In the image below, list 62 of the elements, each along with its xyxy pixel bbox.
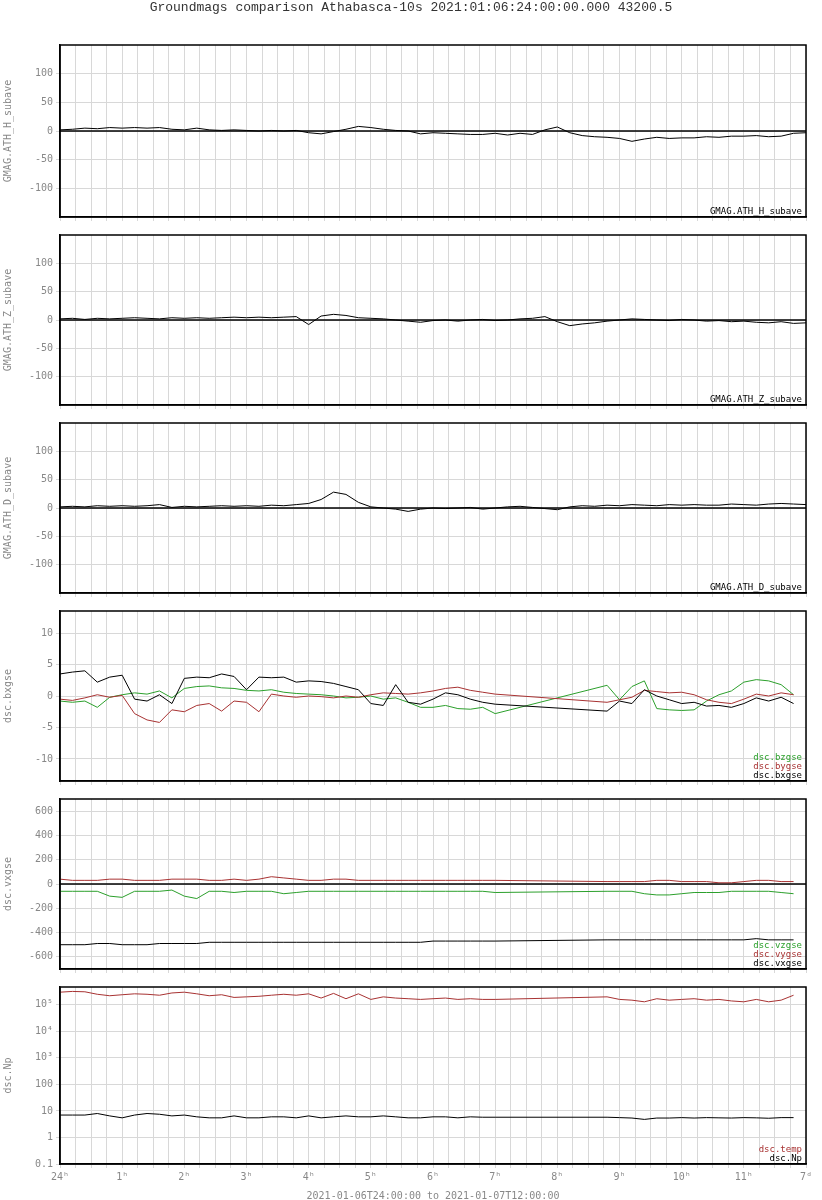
y-axis-title: dsc.Np — [1, 1057, 13, 1094]
text: dsc.vzgse — [753, 939, 802, 950]
y-tick-label: 50 — [40, 95, 53, 107]
y-tick-label: 50 — [40, 285, 53, 297]
chart-title: Groundmags comparison Athabasca-10s 2021:01:06:24:00:00.000 43200.5 — [148, 0, 674, 17]
y-axis-title: GMAG.ATH_D_subave — [1, 456, 14, 560]
text: dsc.Np — [769, 1152, 802, 1163]
text: GMAG.ATH_Z_subave — [709, 393, 802, 404]
y-tick-label: 10⁴ — [34, 1024, 53, 1036]
y-tick-label: 100 — [34, 1078, 53, 1090]
y-tick-label: -50 — [34, 529, 53, 541]
x-tick-label: 3ʰ — [240, 1170, 253, 1182]
y-tick-label: -100 — [28, 181, 53, 193]
x-tick-label: 9ʰ — [613, 1170, 626, 1182]
x-tick-label: 24ʰ — [50, 1170, 70, 1182]
x-tick-label: 7ᵈ — [799, 1170, 813, 1182]
y-tick-label: 100 — [34, 256, 53, 268]
y-tick-label: -400 — [28, 926, 53, 938]
y-axis-title: GMAG.ATH_Z_subave — [1, 268, 14, 372]
y-tick-label: 100 — [34, 444, 53, 456]
text: GMAG.ATH_H_subave — [709, 205, 802, 216]
y-axis-title: GMAG.ATH_H_subave — [1, 79, 14, 183]
y-tick-label: -600 — [28, 950, 53, 962]
y-tick-label: 0 — [46, 501, 53, 513]
y-tick-label: 10 — [40, 626, 53, 638]
y-tick-label: 0 — [46, 689, 53, 701]
y-tick-label: 0 — [46, 313, 53, 325]
y-tick-label: 600 — [34, 804, 53, 816]
y-tick-label: 200 — [34, 853, 53, 865]
x-tick-label: 11ʰ — [734, 1170, 753, 1182]
y-tick-label: 100 — [34, 67, 53, 79]
x-tick-label: 6ʰ — [426, 1170, 440, 1182]
x-tick-label: 7ʰ — [489, 1170, 502, 1182]
x-tick-label: 4ʰ — [302, 1170, 315, 1182]
y-tick-label: 400 — [34, 829, 53, 841]
x-tick-label: 2ʰ — [178, 1170, 191, 1182]
y-tick-label: 0 — [46, 877, 53, 889]
y-tick-label: 10³ — [34, 1051, 53, 1063]
y-axis-title: dsc.bxgse — [1, 668, 13, 724]
y-tick-label: 1 — [46, 1131, 53, 1143]
y-tick-label: -50 — [34, 153, 53, 165]
y-tick-label: -10 — [34, 752, 53, 764]
x-tick-label: 10ʰ — [672, 1170, 691, 1182]
text: GMAG.ATH_D_subave — [709, 581, 802, 592]
y-tick-label: 5 — [46, 658, 53, 670]
y-tick-label: 10⁵ — [34, 998, 53, 1010]
y-tick-label: -50 — [34, 341, 53, 353]
y-axis-title: dsc.vxgse — [1, 856, 13, 912]
y-tick-label: -5 — [40, 721, 53, 733]
text: dsc.temp — [758, 1143, 802, 1154]
x-tick-label: 8ʰ — [551, 1170, 564, 1182]
x-tick-label: 1ʰ — [116, 1170, 129, 1182]
y-tick-label: -100 — [28, 558, 53, 570]
y-tick-label: 10 — [40, 1104, 53, 1116]
y-tick-label: 0.1 — [34, 1157, 53, 1169]
text: dsc.bzgse — [753, 751, 802, 762]
y-tick-label: -100 — [28, 370, 53, 382]
y-tick-label: 50 — [40, 473, 53, 485]
x-tick-label: 5ʰ — [364, 1170, 377, 1182]
y-tick-label: -200 — [28, 901, 53, 913]
x-axis-title: 2021-01-06T24:00:00 to 2021-01-07T12:00:00 — [306, 1189, 560, 1200]
y-tick-label: 0 — [46, 124, 53, 136]
